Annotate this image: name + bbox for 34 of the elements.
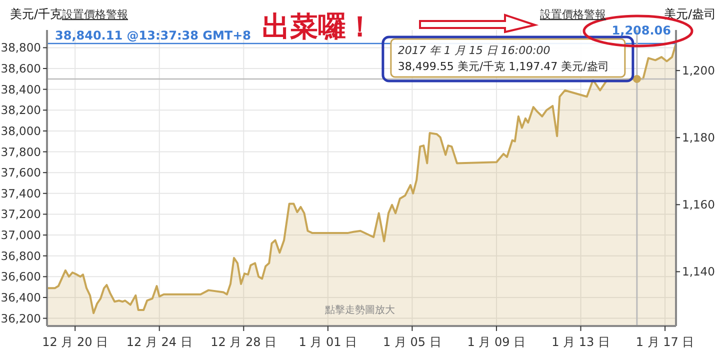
- y-tick-label: 36,800: [0, 248, 41, 263]
- y-tick-label: 36,200: [0, 311, 41, 326]
- y-tick-label: 37,200: [0, 207, 41, 222]
- y-tick-label: 36,400: [0, 290, 41, 304]
- annotation: 2017 年 1 月 15 日 16:00:00 38,499.55 美元/千克 1,197.47 美元/盎司: [398, 44, 609, 73]
- x-tick-label: 1 月 13 日: [552, 335, 610, 349]
- y-tick-label: 38,600: [0, 62, 41, 76]
- y-tick-label: 38,200: [0, 103, 41, 118]
- annotation: 點擊走勢圖放大: [324, 304, 395, 316]
- y-axis-title: 美元/千克: [10, 7, 62, 21]
- text: 設置價格警報: [62, 8, 128, 21]
- y2-tick-label: 1,200: [682, 64, 715, 78]
- y-tick-label: 37,600: [0, 166, 41, 180]
- x-tick-label: 1 月 09 日: [467, 335, 526, 349]
- y2-tick-label: 1,140: [682, 264, 715, 279]
- y-tick-label: 38,400: [0, 82, 41, 96]
- x-tick-label: 12 月 24 日: [126, 335, 192, 349]
- y-tick-label: 37,800: [0, 144, 41, 159]
- y-tick-label: 37,400: [0, 186, 41, 200]
- x-tick-label: 1 月 05 日: [383, 335, 442, 349]
- x-tick-label: 12 月 20 日: [42, 335, 108, 349]
- y-tick-label: 37,000: [0, 228, 41, 242]
- y-tick-label: 36,600: [0, 270, 41, 284]
- x-tick-label: 12 月 28 日: [210, 335, 277, 349]
- y2-tick-label: 1,160: [682, 198, 715, 212]
- y-tick-label: 38,800: [0, 40, 41, 55]
- y2-tick-label: 1,180: [682, 130, 715, 145]
- x-tick-label: 1 月 17 日: [636, 335, 694, 349]
- annotation: 出菜囉！: [262, 10, 374, 43]
- ref-line-label: 38,840.11 @13:37:38 GMT+8: [55, 28, 251, 43]
- annotation: 1,208.06: [612, 24, 671, 38]
- y-tick-label: 38,000: [0, 124, 41, 138]
- text: 設置價格警報: [540, 8, 606, 21]
- x-tick-label: 1 月 01 日: [298, 335, 358, 349]
